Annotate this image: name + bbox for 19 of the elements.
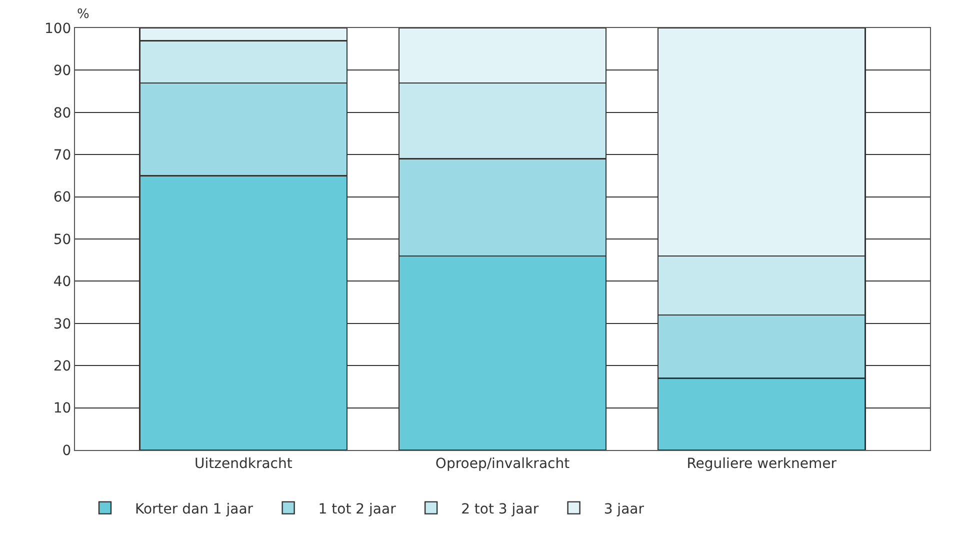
legend-label: 2 tot 3 jaar <box>461 501 539 518</box>
y-tick-label: 30 <box>53 316 72 332</box>
y-tick-label: 0 <box>62 442 72 459</box>
y-tick-label: 60 <box>53 190 72 206</box>
y-tick-label: 100 <box>44 20 72 37</box>
y-tick-label: 20 <box>53 358 72 374</box>
y-tick-label: 80 <box>53 105 72 122</box>
x-tick-label: Reguliere werknemer <box>686 456 837 472</box>
legend-label: 3 jaar <box>604 501 644 518</box>
y-tick-label: 10 <box>53 400 72 417</box>
y-tick-label: 40 <box>53 274 72 290</box>
y-tick-label: 70 <box>53 148 72 164</box>
y-axis-title: % <box>77 7 90 22</box>
y-tick-label: 50 <box>53 232 72 248</box>
legend-label: Korter dan 1 jaar <box>135 501 254 518</box>
x-tick-label: Uitzendkracht <box>194 456 293 472</box>
y-tick-label: 90 <box>53 63 72 80</box>
legend-label: 1 tot 2 jaar <box>318 501 396 518</box>
x-tick-label: Oproep/invalkracht <box>435 456 570 472</box>
